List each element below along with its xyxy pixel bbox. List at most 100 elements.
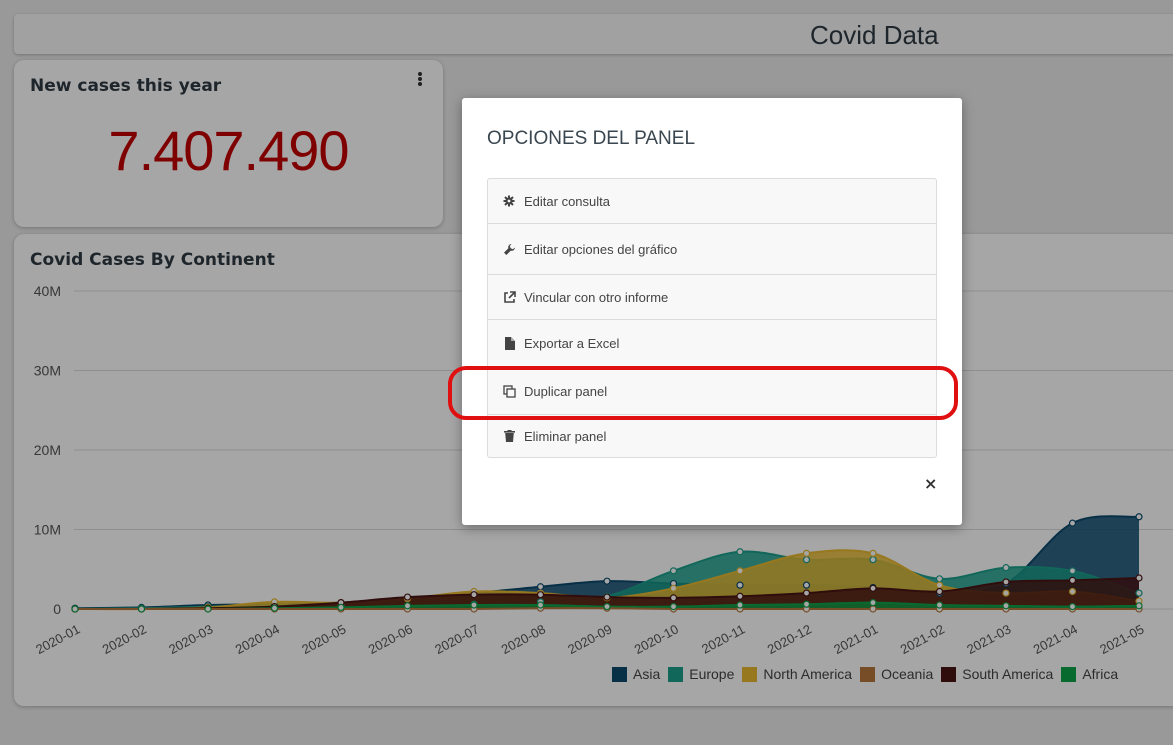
data-point (137, 605, 146, 613)
legend-swatch (612, 666, 627, 682)
legend-item[interactable]: North America (742, 666, 852, 682)
chart-title: Covid Cases By Continent (30, 250, 275, 270)
data-point (869, 584, 877, 592)
data-point (669, 567, 678, 575)
legend-swatch (941, 666, 957, 682)
data-point (669, 603, 678, 611)
option-label: Exportar a Excel (524, 336, 620, 351)
data-point (1068, 587, 1077, 596)
data-point (1135, 513, 1143, 521)
data-point (1068, 519, 1077, 527)
options-list: Editar consulta Editar opciones del gráf… (487, 178, 937, 458)
data-point (736, 567, 744, 575)
data-point (1002, 578, 1010, 586)
data-point (470, 591, 478, 599)
export-excel-option[interactable]: Exportar a Excel (488, 320, 936, 368)
external-link-icon (502, 290, 516, 304)
modal-title: OPCIONES DEL PANEL (487, 128, 696, 149)
edit-query-option[interactable]: Editar consulta (488, 179, 936, 224)
legend-swatch (860, 666, 876, 682)
copy-icon (502, 384, 516, 398)
data-point (869, 599, 877, 607)
link-report-option[interactable]: Vincular con otro informe (488, 275, 936, 320)
data-point (470, 601, 478, 609)
data-point (802, 581, 811, 589)
data-point (270, 604, 279, 612)
data-point (869, 549, 877, 557)
legend-swatch (668, 666, 684, 682)
y-tick-label: 20M (34, 442, 61, 458)
data-point (669, 594, 678, 602)
option-label: Editar opciones del gráfico (524, 241, 678, 257)
legend-item[interactable]: Asia (612, 666, 660, 682)
data-point (337, 603, 345, 612)
option-label: Editar consulta (524, 193, 610, 209)
data-point (1135, 574, 1143, 582)
data-point (1135, 602, 1143, 610)
option-label: Duplicar panel (524, 383, 608, 399)
page-title: Covid Data (810, 20, 939, 50)
data-point (71, 605, 79, 613)
y-tick-label: 0 (53, 601, 61, 617)
data-point (1002, 589, 1010, 597)
header-bar (14, 14, 1173, 54)
data-point (603, 603, 611, 611)
data-point (736, 548, 744, 556)
y-tick-label: 10M (34, 522, 61, 538)
kpi-title: New cases this year (30, 76, 222, 96)
kebab-menu-icon[interactable] (415, 71, 425, 89)
kpi-value: 7.407.490 (108, 119, 349, 182)
legend-label: North America (763, 666, 853, 682)
data-point (802, 589, 811, 597)
data-point (1068, 567, 1077, 575)
legend-label: Europe (689, 666, 735, 682)
highlight-annotation (448, 366, 958, 420)
y-tick-label: 40M (34, 283, 61, 299)
data-point (1135, 589, 1143, 597)
file-icon (502, 337, 516, 351)
data-point (935, 587, 944, 596)
data-point (204, 605, 212, 613)
legend-label: Asia (633, 666, 661, 682)
delete-panel-option[interactable]: Eliminar panel (488, 415, 936, 457)
close-icon[interactable]: × (924, 474, 938, 493)
kpi-card: New cases this year 7.407.490 (14, 60, 443, 227)
legend-label: South America (962, 666, 1054, 682)
wrench-icon (502, 242, 516, 256)
data-point (1068, 576, 1077, 584)
gear-icon (502, 194, 516, 208)
legend-label: Oceania (881, 666, 934, 682)
legend-item[interactable]: Africa (1061, 666, 1118, 682)
data-point (536, 601, 545, 609)
data-point (802, 600, 811, 608)
data-point (1002, 564, 1010, 572)
legend-item[interactable]: South America (941, 666, 1053, 682)
option-label: Vincular con otro informe (524, 289, 669, 305)
trash-icon (502, 429, 516, 443)
legend-swatch (1061, 666, 1077, 682)
data-point (536, 591, 545, 599)
data-point (603, 593, 611, 601)
data-point (603, 577, 611, 585)
legend-item[interactable]: Oceania (860, 666, 933, 682)
legend-item[interactable]: Europe (668, 666, 734, 682)
data-point (736, 592, 744, 600)
data-point (1068, 603, 1077, 611)
data-point (736, 581, 744, 589)
data-point (403, 602, 412, 610)
edit-chart-options-option[interactable]: Editar opciones del gráfico (488, 224, 936, 275)
data-point (403, 593, 412, 601)
duplicate-panel-option[interactable]: Duplicar panel (488, 368, 936, 415)
data-point (935, 601, 944, 609)
option-label: Eliminar panel (524, 428, 607, 444)
data-point (802, 549, 811, 557)
y-tick-label: 30M (34, 363, 61, 379)
panel-options-modal: OPCIONES DEL PANEL Editar consulta Edita… (462, 98, 962, 525)
legend-label: Africa (1082, 666, 1119, 682)
data-point (669, 584, 678, 592)
data-point (1002, 602, 1010, 610)
legend-swatch (742, 666, 758, 682)
chart-legend: Asia Europe North America Oceania South Amer… (612, 666, 1120, 682)
data-point (736, 601, 744, 609)
